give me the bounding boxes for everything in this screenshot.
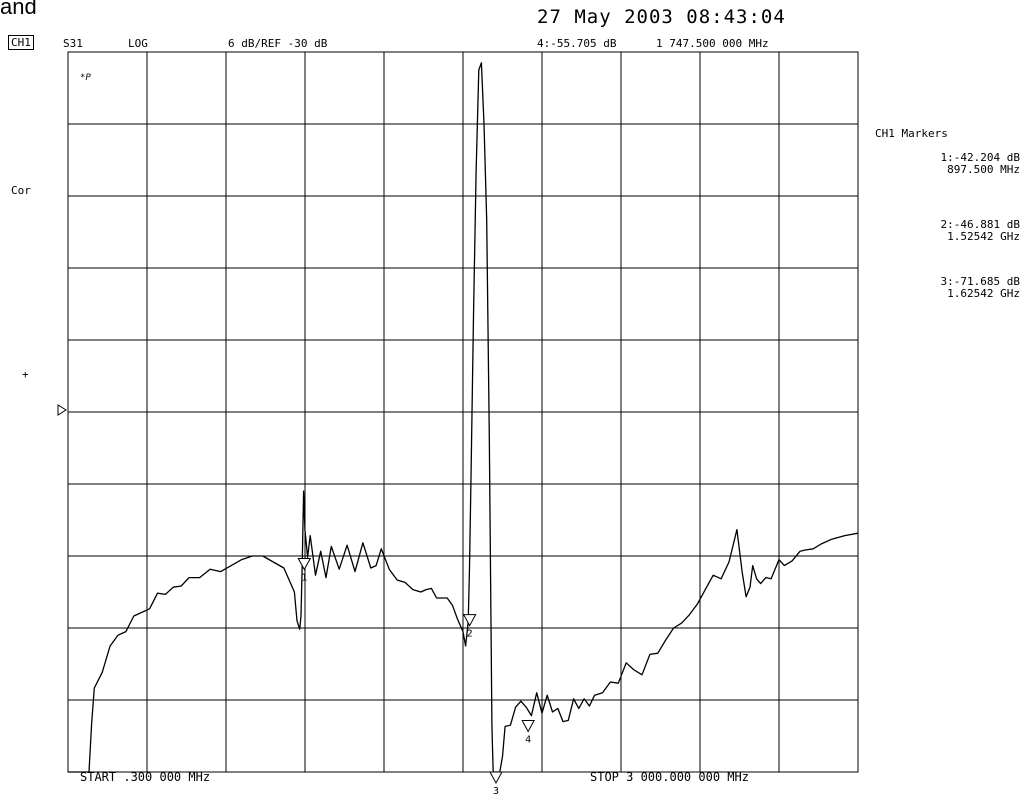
trace-layer [68, 62, 859, 773]
marker-4-triangle [521, 719, 535, 733]
annotation-mark: *P [80, 73, 91, 83]
marker-2-frequency: 1.52542 GHz [947, 230, 1020, 243]
marker-3-value: 3:-71.685 dB [940, 275, 1020, 288]
channel-indicator: CH1 [8, 35, 34, 50]
plus-label: + [22, 368, 29, 381]
s-parameter: S31 [63, 37, 83, 50]
marker-3-frequency: 1.62542 GHz [947, 287, 1020, 300]
marker-1-frequency: 897.500 MHz [947, 163, 1020, 176]
active-marker-value: 4:-55.705 dB [537, 37, 617, 50]
marker-2-triangle [462, 614, 477, 627]
start-frequency: START .300 000 MHz [80, 770, 211, 784]
stop-frequency: STOP 3 000.000 000 MHz [590, 770, 749, 784]
marker-4: 4 [521, 719, 535, 745]
marker-1-value: 1:-42.204 dB [940, 151, 1020, 164]
trace-line-1 [68, 62, 859, 773]
date-time: 27 May 2003 08:43:04 [537, 6, 786, 28]
active-marker-frequency: 1 747.500 000 MHz [656, 37, 769, 50]
marker-1-triangle [297, 557, 312, 571]
cor-label: Cor [11, 184, 31, 197]
markers-panel-title: CH1 Markers [875, 127, 948, 140]
marker-2-value: 2:-46.881 dB [940, 218, 1020, 231]
reference-position-icon [57, 404, 67, 416]
plot-grid [67, 51, 859, 773]
marker-3-triangle [489, 771, 503, 785]
cut-off-heading: and [0, 0, 37, 19]
marker-3-label: 3 [493, 786, 499, 797]
marker-2: 2 [462, 614, 477, 640]
marker-3: 3 [489, 771, 503, 797]
marker-layer: 1 2 3 4 [297, 557, 535, 797]
marker-2-label: 2 [467, 629, 473, 640]
marker-1-readout: 1:-42.204 dB 897.500 MHz [941, 152, 1020, 176]
scale-reference: 6 dB/REF -30 dB [228, 37, 328, 50]
marker-2-readout: 2:-46.881 dB 1.52542 GHz [941, 219, 1020, 243]
marker-1: 1 [297, 557, 312, 583]
marker-1-label: 1 [301, 572, 307, 583]
marker-4-label: 4 [525, 734, 531, 745]
marker-3-readout: 3:-71.685 dB 1.62542 GHz [941, 276, 1020, 300]
display-format: LOG [128, 37, 148, 50]
